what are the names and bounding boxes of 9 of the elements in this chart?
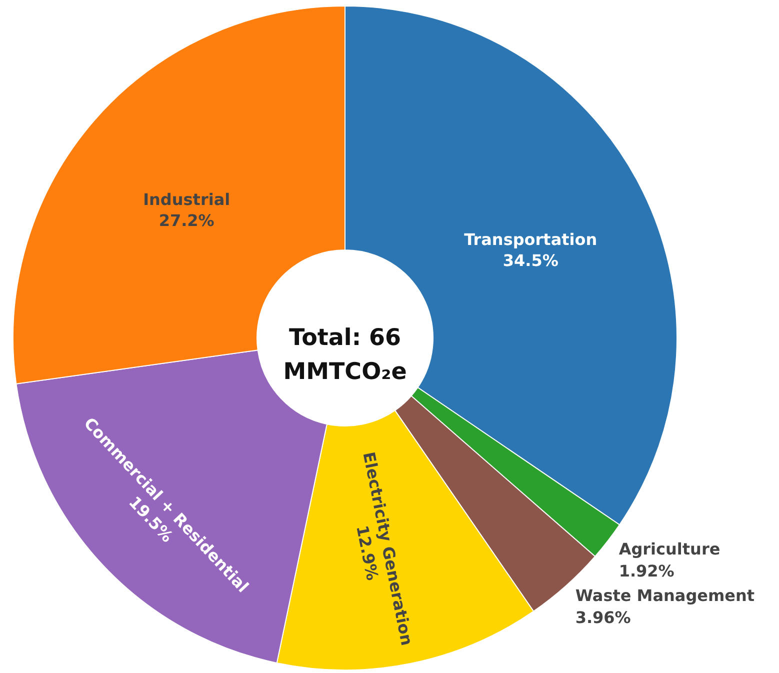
slice-label: Industrial (143, 190, 230, 210)
slice-label: Agriculture (618, 540, 720, 558)
data-label: 27.2% (158, 211, 214, 230)
slice-label: Waste Management (575, 586, 755, 606)
data-label: 1.92% (618, 562, 674, 580)
text: Total: 66 MMTCO₂e (283, 325, 407, 385)
data-label: 34.5% (502, 250, 558, 270)
slice-label: Transportation (464, 230, 598, 249)
data-label: 3.96% (575, 608, 631, 628)
